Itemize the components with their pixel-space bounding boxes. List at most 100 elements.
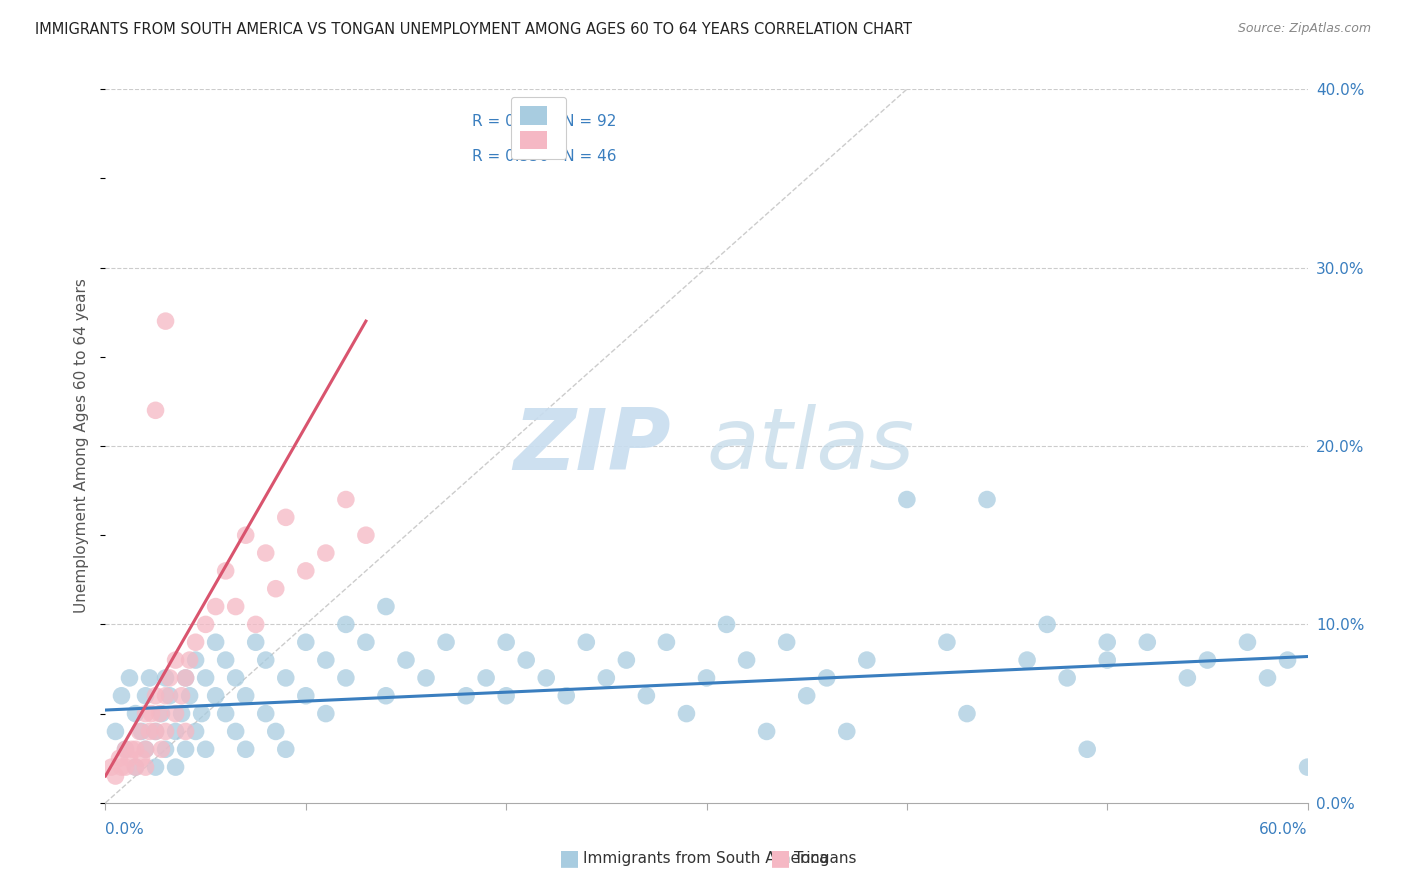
Point bbox=[165, 706, 187, 721]
Point bbox=[254, 706, 277, 721]
Point bbox=[295, 564, 318, 578]
Point bbox=[225, 724, 247, 739]
Point bbox=[155, 742, 177, 756]
Point bbox=[194, 617, 217, 632]
Point bbox=[110, 689, 132, 703]
Point bbox=[184, 653, 207, 667]
Point bbox=[534, 671, 557, 685]
Point bbox=[135, 689, 157, 703]
Point bbox=[354, 528, 377, 542]
Point bbox=[118, 671, 141, 685]
Point bbox=[155, 724, 177, 739]
Point bbox=[170, 689, 193, 703]
Point bbox=[976, 492, 998, 507]
Point bbox=[135, 742, 157, 756]
Point bbox=[110, 760, 132, 774]
Point bbox=[315, 653, 337, 667]
Point bbox=[155, 314, 177, 328]
Point bbox=[135, 706, 157, 721]
Point bbox=[194, 742, 217, 756]
Point bbox=[190, 706, 212, 721]
Point bbox=[1076, 742, 1098, 756]
Point bbox=[1056, 671, 1078, 685]
Point bbox=[374, 689, 398, 703]
Point bbox=[225, 599, 247, 614]
Point bbox=[1236, 635, 1258, 649]
Y-axis label: Unemployment Among Ages 60 to 64 years: Unemployment Among Ages 60 to 64 years bbox=[75, 278, 90, 614]
Point bbox=[214, 706, 236, 721]
Point bbox=[104, 724, 127, 739]
Point bbox=[165, 653, 187, 667]
Point bbox=[204, 599, 226, 614]
Point bbox=[145, 724, 167, 739]
Point bbox=[254, 653, 277, 667]
Point bbox=[1197, 653, 1219, 667]
Point bbox=[1277, 653, 1299, 667]
Point bbox=[121, 742, 143, 756]
Point bbox=[165, 760, 187, 774]
Point bbox=[165, 724, 187, 739]
Point bbox=[114, 760, 136, 774]
Point bbox=[354, 635, 377, 649]
Text: ZIP: ZIP bbox=[513, 404, 671, 488]
Point bbox=[936, 635, 959, 649]
Point bbox=[735, 653, 758, 667]
Point bbox=[245, 617, 267, 632]
Point bbox=[114, 742, 136, 756]
Point bbox=[100, 760, 122, 774]
Point bbox=[1097, 653, 1119, 667]
Point bbox=[315, 546, 337, 560]
Text: ■: ■ bbox=[770, 848, 790, 868]
Point bbox=[155, 671, 177, 685]
Point bbox=[179, 653, 201, 667]
Point bbox=[141, 706, 163, 721]
Point bbox=[495, 635, 517, 649]
Point bbox=[131, 751, 153, 765]
Legend: , : , bbox=[510, 97, 565, 159]
Point bbox=[475, 671, 498, 685]
Point bbox=[194, 671, 217, 685]
Point bbox=[395, 653, 418, 667]
Point bbox=[264, 582, 287, 596]
Text: 60.0%: 60.0% bbox=[1260, 822, 1308, 837]
Point bbox=[170, 706, 193, 721]
Text: R = 0.556   N = 46: R = 0.556 N = 46 bbox=[472, 150, 617, 164]
Point bbox=[131, 724, 153, 739]
Point bbox=[1097, 635, 1119, 649]
Point bbox=[108, 751, 131, 765]
Point bbox=[114, 742, 136, 756]
Point bbox=[235, 742, 257, 756]
Point bbox=[235, 689, 257, 703]
Point bbox=[696, 671, 718, 685]
Point bbox=[245, 635, 267, 649]
Point bbox=[179, 689, 201, 703]
Point bbox=[675, 706, 697, 721]
Point bbox=[138, 671, 160, 685]
Point bbox=[254, 546, 277, 560]
Text: atlas: atlas bbox=[707, 404, 914, 488]
Point bbox=[335, 671, 357, 685]
Point bbox=[184, 724, 207, 739]
Point bbox=[616, 653, 638, 667]
Point bbox=[274, 742, 297, 756]
Point bbox=[264, 724, 287, 739]
Point bbox=[150, 742, 173, 756]
Point bbox=[454, 689, 477, 703]
Point bbox=[148, 706, 170, 721]
Point bbox=[295, 689, 318, 703]
Point bbox=[295, 635, 318, 649]
Point bbox=[956, 706, 979, 721]
Point bbox=[145, 760, 167, 774]
Point bbox=[1036, 617, 1059, 632]
Point bbox=[124, 742, 146, 756]
Point bbox=[595, 671, 617, 685]
Point bbox=[204, 689, 226, 703]
Point bbox=[145, 403, 167, 417]
Point bbox=[274, 510, 297, 524]
Text: R = 0.140   N = 92: R = 0.140 N = 92 bbox=[472, 114, 616, 128]
Point bbox=[896, 492, 918, 507]
Point bbox=[415, 671, 437, 685]
Point bbox=[855, 653, 877, 667]
Point bbox=[225, 671, 247, 685]
Point bbox=[555, 689, 578, 703]
